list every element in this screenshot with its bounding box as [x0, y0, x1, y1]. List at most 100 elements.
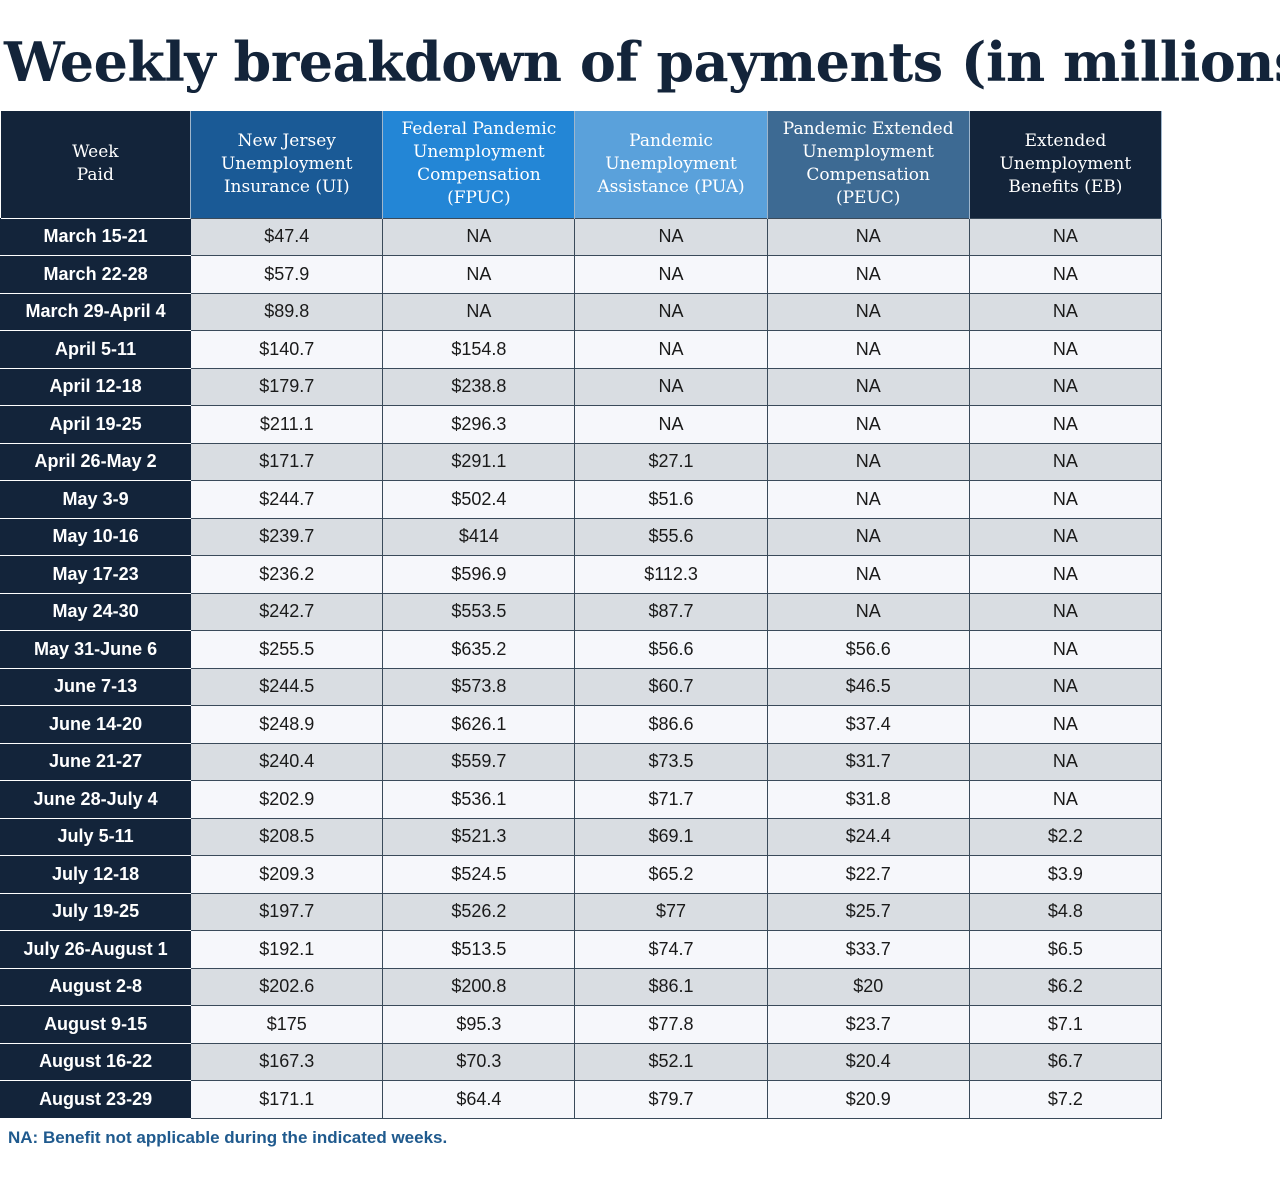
value-cell: $179.7: [190, 367, 384, 406]
value-cell: NA: [968, 255, 1163, 294]
week-cell: August 2-8: [0, 967, 192, 1006]
table-row: April 26-May 2 $171.7 $291.1 $27.1 NA NA: [0, 442, 1163, 481]
value-cell: NA: [968, 630, 1163, 669]
value-cell: $171.1: [190, 1080, 384, 1119]
value-cell: $521.3: [382, 817, 576, 856]
value-cell: NA: [766, 330, 970, 369]
value-cell: $70.3: [382, 1042, 576, 1081]
table-row: May 24-30 $242.7 $553.5 $87.7 NA NA: [0, 592, 1163, 631]
value-cell: $635.2: [382, 630, 576, 669]
value-cell: $202.9: [190, 780, 384, 819]
value-cell: $73.5: [574, 742, 768, 781]
week-cell: April 26-May 2: [0, 442, 192, 481]
table-row: July 19-25 $197.7 $526.2 $77 $25.7 $4.8: [0, 892, 1163, 931]
value-cell: $27.1: [574, 442, 768, 481]
value-cell: NA: [766, 517, 970, 556]
value-cell: $37.4: [766, 705, 970, 744]
header-line: Compensation: [806, 165, 930, 186]
table-row: May 17-23 $236.2 $596.9 $112.3 NA NA: [0, 555, 1163, 594]
value-cell: $112.3: [574, 555, 768, 594]
value-cell: $209.3: [190, 855, 384, 894]
value-cell: $559.7: [382, 742, 576, 781]
week-cell: July 5-11: [0, 817, 192, 856]
value-cell: NA: [968, 517, 1163, 556]
value-cell: $74.7: [574, 930, 768, 969]
value-cell: NA: [968, 217, 1163, 256]
value-cell: $57.9: [190, 255, 384, 294]
value-cell: $242.7: [190, 592, 384, 631]
value-cell: $55.6: [574, 517, 768, 556]
value-cell: $296.3: [382, 405, 576, 444]
table-row: April 19-25 $211.1 $296.3 NA NA NA: [0, 405, 1163, 444]
value-cell: $20.9: [766, 1080, 970, 1119]
value-cell: $71.7: [574, 780, 768, 819]
value-cell: $553.5: [382, 592, 576, 631]
header-line: Federal Pandemic: [401, 119, 557, 140]
header-line: Assistance (PUA): [597, 176, 745, 197]
value-cell: $95.3: [382, 1005, 576, 1044]
value-cell: $240.4: [190, 742, 384, 781]
value-cell: $20.4: [766, 1042, 970, 1081]
value-cell: $31.7: [766, 742, 970, 781]
week-cell: April 12-18: [0, 367, 192, 406]
table-row: June 28-July 4 $202.9 $536.1 $71.7 $31.8 NA: [0, 780, 1163, 819]
week-cell: March 29-April 4: [0, 292, 192, 331]
value-cell: $77: [574, 892, 768, 931]
value-cell: NA: [968, 292, 1163, 331]
week-cell: June 28-July 4: [0, 780, 192, 819]
value-cell: $6.2: [968, 967, 1163, 1006]
table-row: June 7-13 $244.5 $573.8 $60.7 $46.5 NA: [0, 667, 1163, 706]
value-cell: $47.4: [190, 217, 384, 256]
footnote: NA: Benefit not applicable during the in…: [8, 1128, 448, 1147]
header-line: Week: [72, 142, 119, 163]
value-cell: $77.8: [574, 1005, 768, 1044]
value-cell: $23.7: [766, 1005, 970, 1044]
value-cell: $573.8: [382, 667, 576, 706]
value-cell: $69.1: [574, 817, 768, 856]
value-cell: $56.6: [766, 630, 970, 669]
header-line: Unemployment: [802, 142, 934, 163]
value-cell: $7.2: [968, 1080, 1163, 1119]
value-cell: $536.1: [382, 780, 576, 819]
value-cell: NA: [968, 667, 1163, 706]
week-cell: August 23-29: [0, 1080, 192, 1119]
value-cell: $33.7: [766, 930, 970, 969]
value-cell: NA: [382, 292, 576, 331]
value-cell: $248.9: [190, 705, 384, 744]
table-row: July 5-11 $208.5 $521.3 $69.1 $24.4 $2.2: [0, 817, 1163, 856]
header-row: Week Paid New Jersey Unemployment Insurance…: [0, 111, 1163, 218]
header-line: Paid: [76, 165, 114, 186]
table-row: August 16-22 $167.3 $70.3 $52.1 $20.4 $6.7: [0, 1042, 1163, 1081]
value-cell: NA: [574, 255, 768, 294]
value-cell: NA: [968, 480, 1163, 519]
header-line: Unemployment: [605, 153, 737, 174]
value-cell: NA: [968, 367, 1163, 406]
week-cell: August 16-22: [0, 1042, 192, 1081]
value-cell: $414: [382, 517, 576, 556]
table-row: March 29-April 4 $89.8 NA NA NA NA: [0, 292, 1163, 331]
value-cell: NA: [574, 405, 768, 444]
value-cell: $24.4: [766, 817, 970, 856]
week-cell: June 7-13: [0, 667, 192, 706]
value-cell: $89.8: [190, 292, 384, 331]
value-cell: $46.5: [766, 667, 970, 706]
payments-table: Week Paid New Jersey Unemployment Insurance…: [0, 111, 1163, 1119]
table-row: July 26-August 1 $192.1 $513.5 $74.7 $33.7 $6…: [0, 930, 1163, 969]
value-cell: $192.1: [190, 930, 384, 969]
value-cell: NA: [968, 405, 1163, 444]
table-row: April 5-11 $140.7 $154.8 NA NA NA: [0, 330, 1163, 369]
value-cell: $291.1: [382, 442, 576, 481]
week-cell: May 10-16: [0, 517, 192, 556]
value-cell: $3.9: [968, 855, 1163, 894]
value-cell: $255.5: [190, 630, 384, 669]
page-title: Weekly breakdown of payments (in million…: [4, 30, 1280, 94]
value-cell: $2.2: [968, 817, 1163, 856]
week-cell: June 14-20: [0, 705, 192, 744]
value-cell: $200.8: [382, 967, 576, 1006]
value-cell: $596.9: [382, 555, 576, 594]
week-cell: May 31-June 6: [0, 630, 192, 669]
week-cell: March 22-28: [0, 255, 192, 294]
table-row: August 23-29 $171.1 $64.4 $79.7 $20.9 $7.2: [0, 1080, 1163, 1119]
table-row: March 15-21 $47.4 NA NA NA NA: [0, 217, 1163, 256]
value-cell: $20: [766, 967, 970, 1006]
